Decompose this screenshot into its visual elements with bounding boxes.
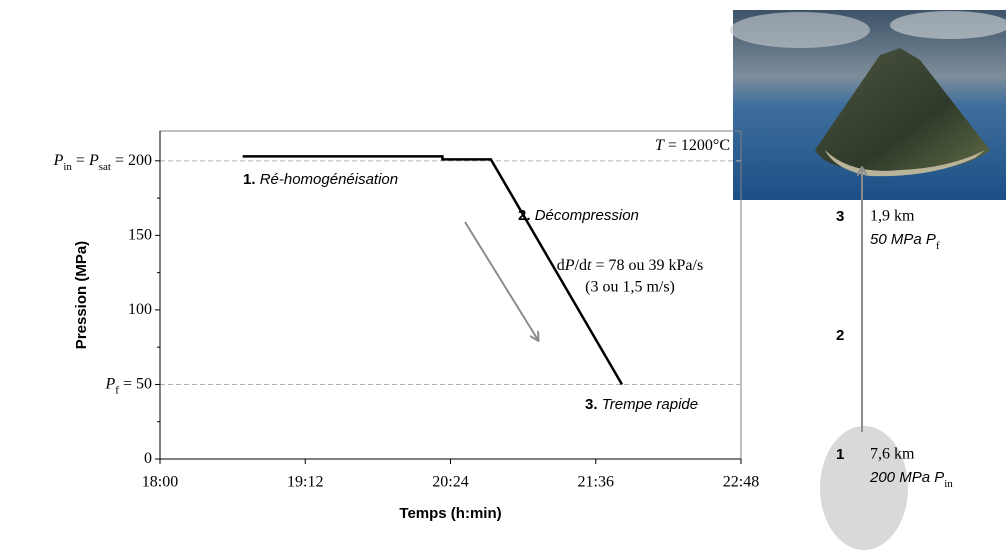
y-tick-prefix: f [115,384,119,396]
pressure-value: 50 MPa [870,231,926,248]
step-number: 3. [585,396,598,413]
level-pressure: 200 MPa Pin [869,469,953,490]
pressure-symbol: P [926,231,936,248]
step-label: 2. Décompression [518,207,639,224]
y-tick-value: 100 [128,301,152,318]
y-tick-value: 150 [128,226,152,243]
text-part: t [587,257,592,274]
x-tick-label: 19:12 [287,474,323,491]
text-part: = 1200°C [664,137,730,154]
x-tick-label: 22:48 [723,474,759,491]
step-text: Ré-homogénéisation [260,171,398,188]
text-part: T [655,137,665,154]
y-tick-value: 200 [128,151,152,168]
y-tick-value: 50 [136,375,152,392]
step-text: Décompression [535,207,639,224]
depth-diagram [820,168,908,550]
pressure-subscript: f [936,240,940,252]
y-axis-title: Pression (MPa) [73,241,90,349]
rate-label-2: (3 ou 1,5 m/s) [585,279,675,296]
step-text: Trempe rapide [602,396,698,413]
pressure-subscript: in [944,478,953,490]
y-tick-label: 0 [144,450,152,467]
x-axis-title: Temps (h:min) [399,505,501,522]
step-label: 3. Trempe rapide [585,396,698,413]
temperature-label: T = 1200°C [655,137,730,154]
text-part: = 78 ou 39 kPa/s [591,257,703,274]
y-tick-prefix: = [111,151,128,168]
level-depth: 1,9 km [870,208,915,225]
text-part: /d [575,257,587,274]
y-tick-prefix: in [63,160,72,172]
step-number: 1. [243,171,256,188]
y-tick-value: 0 [144,450,152,467]
y-tick-prefix: = [72,151,89,168]
pressure-value: 200 MPa [869,469,934,486]
text-part: P [564,257,575,274]
level-pressure: 50 MPa Pf [870,231,940,252]
y-tick-label: 100 [128,301,152,318]
step-number: 2. [518,207,531,224]
x-tick-label: 21:36 [578,474,614,491]
level-number: 1 [836,446,844,463]
pressure-line [242,155,624,386]
level-number: 2 [836,327,844,344]
x-tick-label: 18:00 [142,474,178,491]
y-tick-prefix: sat [99,160,111,172]
level-number: 3 [836,208,844,225]
y-tick-prefix: P [88,151,99,168]
level-depth: 7,6 km [870,446,915,463]
y-tick-prefix: P [53,151,64,168]
trend-arrow [464,221,538,340]
x-tick-label: 20:24 [432,474,468,491]
rate-label: dP/dt = 78 ou 39 kPa/s [557,257,703,274]
y-tick-prefix: = [119,375,136,392]
photo [730,10,1006,200]
magma-chamber [820,426,908,550]
y-tick-label: Pin = Psat = 200 [53,151,152,172]
step-label: 1. Ré-homogénéisation [243,171,398,188]
text-part: d [557,257,565,274]
y-tick-label: 150 [128,226,152,243]
pressure-symbol: P [934,469,944,486]
y-tick-prefix: P [105,375,116,392]
y-tick-label: Pf = 50 [105,375,152,396]
